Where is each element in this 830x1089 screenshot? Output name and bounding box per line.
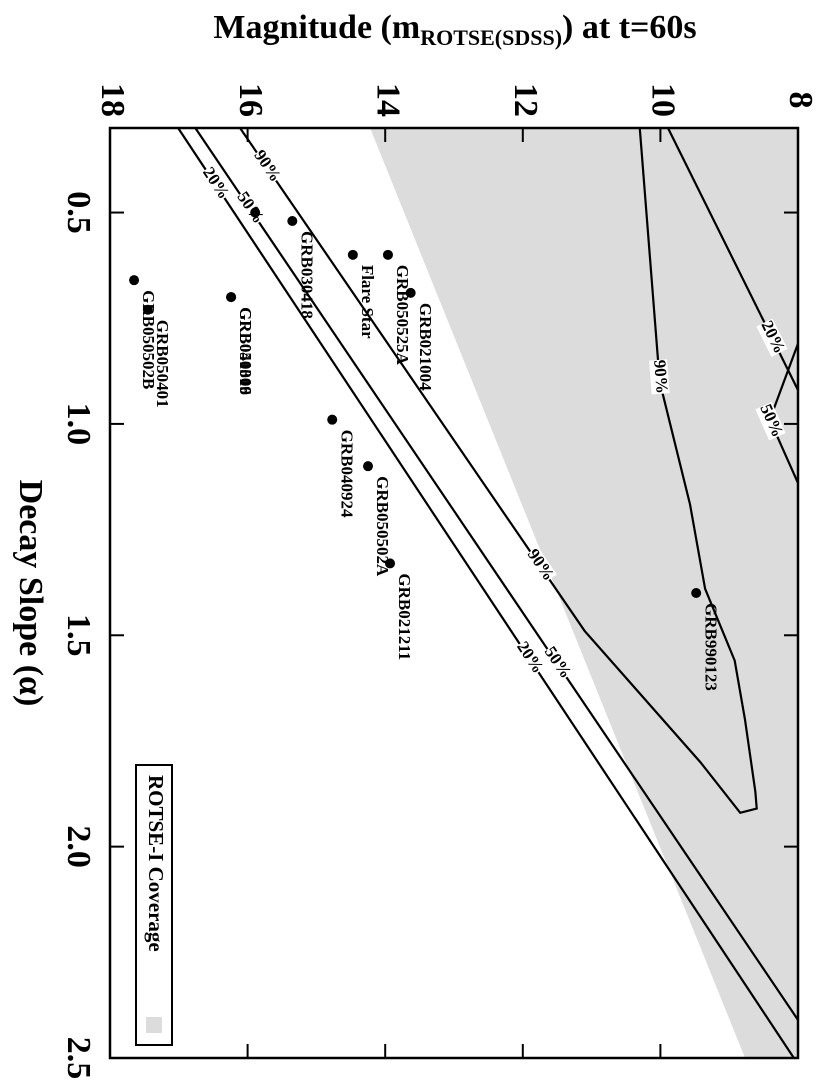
contour-label: 90%	[650, 359, 672, 394]
data-point	[327, 414, 338, 425]
y-tick-label: 16	[232, 83, 269, 117]
y-tick-label: 10	[645, 83, 682, 117]
contour-label-bg	[249, 147, 284, 186]
title-part: Magnitude (m	[213, 9, 420, 46]
title-part: ) at t=60s	[562, 9, 697, 46]
contour-line	[194, 127, 799, 1021]
point-label: GRB040924	[337, 430, 356, 518]
contour-label-bg	[198, 164, 232, 203]
plot-frame	[108, 126, 800, 1060]
legend-box	[135, 764, 173, 1046]
data-point	[385, 558, 396, 569]
data-point	[382, 249, 393, 260]
point-label: GRB021211	[395, 573, 414, 660]
contour-label-bg	[756, 318, 788, 357]
contour-line	[177, 127, 795, 1059]
data-point	[691, 588, 702, 598]
point-label: GRB021004	[416, 303, 435, 391]
point-label: GRB990123	[701, 603, 720, 691]
point-label: GRB050502B	[139, 290, 158, 389]
data-point	[347, 249, 358, 260]
contour-label-group: 20%	[198, 164, 234, 203]
y-tick-label: 12	[507, 83, 544, 117]
point-label: GRB030418	[297, 231, 316, 319]
point-label: GRB050319	[236, 307, 255, 395]
point-label: Flare Star	[358, 265, 377, 339]
contour-label-bg	[755, 402, 786, 441]
legend-swatch	[146, 1017, 162, 1033]
contour-label-bg	[522, 546, 557, 585]
chart-title: Magnitude (mROTSE(SDSS)) at t=60s	[213, 9, 696, 50]
contour-label-bg	[512, 638, 546, 678]
contour-label-bg	[649, 359, 670, 395]
y-tick-label: 14	[369, 83, 406, 117]
contour-label-group: 90%	[649, 359, 672, 395]
x-tick-label: 0.5	[60, 191, 97, 234]
data-point	[250, 207, 261, 218]
contour-label-group: 90%	[249, 146, 285, 186]
contour-line	[239, 127, 758, 815]
coverage-area	[370, 128, 798, 1058]
y-tick-label: 18	[94, 83, 131, 117]
contour-label-bg	[232, 189, 267, 228]
x-tick-label: 2.5	[60, 1037, 97, 1080]
point-label: GRB050525A	[393, 265, 412, 366]
data-point	[129, 275, 140, 286]
point-label: GRB041006	[236, 307, 255, 395]
data-point	[287, 216, 298, 226]
title-subscript: ROTSE(SDSS)	[420, 25, 562, 50]
contour-label-bg	[539, 644, 574, 683]
point-label: GRB050502A	[373, 476, 392, 577]
data-point	[363, 461, 373, 472]
y-tick-label: 8	[782, 92, 819, 109]
x-tick-label: 1.0	[60, 403, 97, 446]
x-axis-label: Decay Slope (α)	[12, 480, 49, 707]
legend-label: ROTSE-I Coverage	[144, 775, 168, 952]
contour-label-group: 50%	[232, 188, 268, 228]
point-label: GRB050401	[153, 320, 172, 408]
x-tick-label: 2.0	[60, 825, 97, 868]
legend: ROTSE-I Coverage	[135, 764, 173, 1046]
data-point	[142, 304, 153, 315]
data-point	[226, 292, 237, 303]
x-tick-label: 1.5	[60, 614, 97, 657]
data-point	[405, 287, 416, 298]
